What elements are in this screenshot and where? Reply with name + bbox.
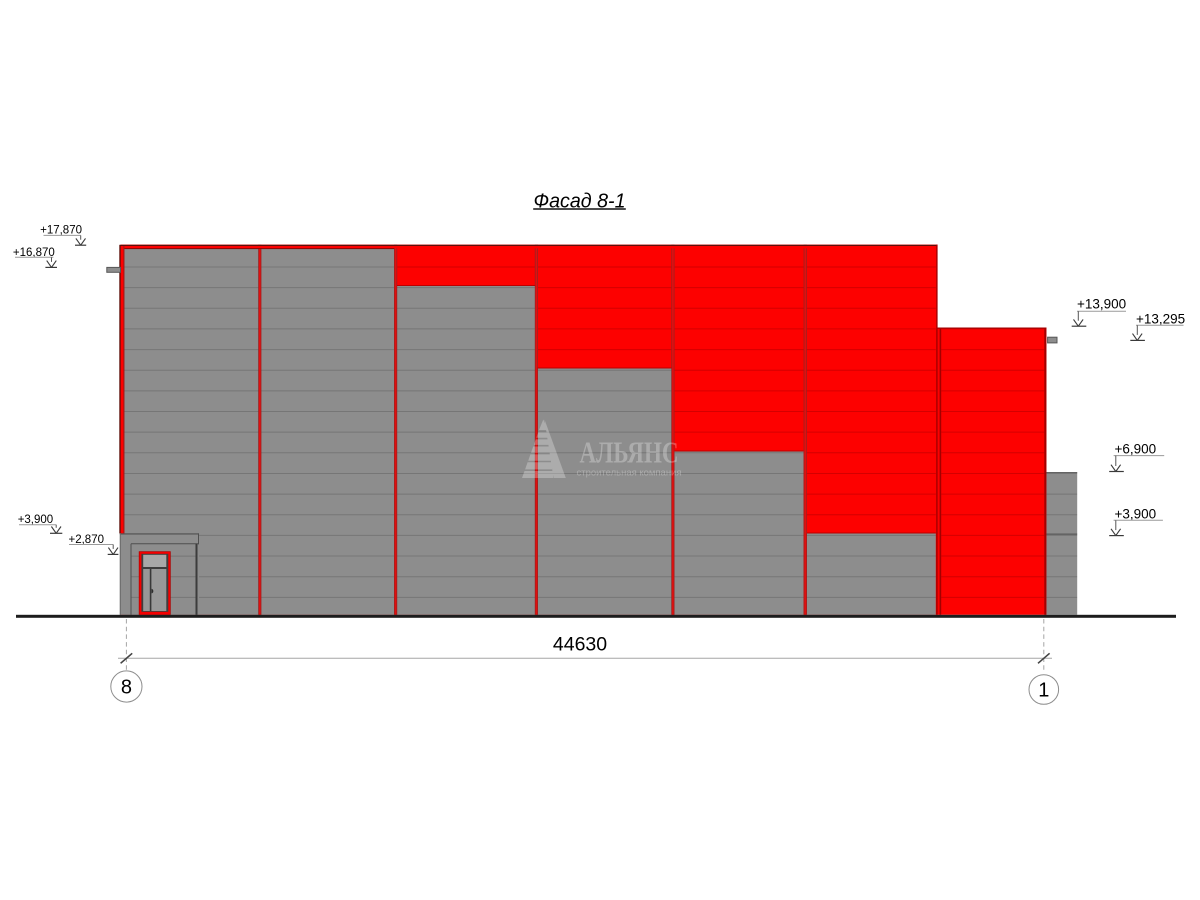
svg-text:8: 8 bbox=[121, 677, 132, 699]
svg-text:строительная компания: строительная компания bbox=[577, 468, 682, 479]
svg-text:1: 1 bbox=[1038, 680, 1049, 702]
svg-text:Фасад 8-1: Фасад 8-1 bbox=[534, 189, 626, 212]
svg-text:+2,870: +2,870 bbox=[69, 534, 105, 546]
svg-text:АЛЬЯНС: АЛЬЯНС bbox=[580, 434, 679, 469]
svg-text:+3,900: +3,900 bbox=[1115, 506, 1157, 521]
svg-text:+3,900: +3,900 bbox=[18, 514, 54, 526]
svg-text:+13,900: +13,900 bbox=[1077, 297, 1126, 312]
svg-text:+13,295: +13,295 bbox=[1136, 311, 1185, 326]
svg-text:44630: 44630 bbox=[553, 633, 607, 655]
svg-text:+16,870: +16,870 bbox=[13, 247, 55, 259]
svg-text:+6,900: +6,900 bbox=[1115, 441, 1157, 456]
svg-text:+17,870: +17,870 bbox=[40, 224, 82, 236]
